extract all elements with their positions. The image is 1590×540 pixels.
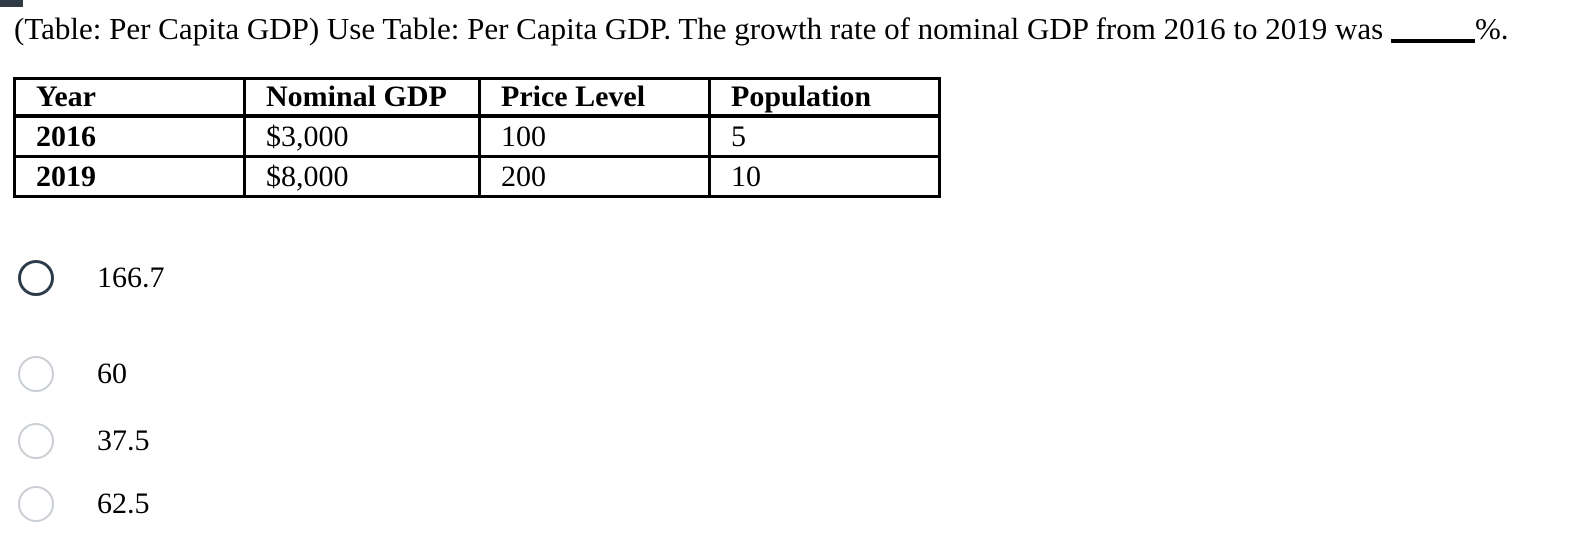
- header-price-level: Price Level: [478, 77, 711, 118]
- radio-button-37.5[interactable]: [18, 423, 54, 459]
- option-label[interactable]: 60: [97, 357, 127, 390]
- corner-artifact: [0, 0, 23, 7]
- header-year: Year: [13, 77, 246, 118]
- option-row-166.7[interactable]: 166.7: [0, 258, 165, 298]
- option-label[interactable]: 62.5: [97, 487, 150, 520]
- option-row-37.5[interactable]: 37.5: [0, 421, 150, 461]
- question-text: (Table: Per Capita GDP) Use Table: Per C…: [14, 5, 1509, 50]
- question-text-after-blank: %.: [1474, 11, 1509, 46]
- table-row: 2019 $8,000 200 10: [13, 155, 941, 198]
- cell-gdp-2019: $8,000: [243, 155, 481, 198]
- option-row-62.5[interactable]: 62.5: [0, 484, 150, 524]
- table-header-row: Year Nominal GDP Price Level Population: [13, 77, 941, 118]
- option-row-60[interactable]: 60: [0, 354, 127, 394]
- cell-price-2019: 200: [478, 155, 711, 198]
- header-population: Population: [708, 77, 941, 118]
- radio-button-60[interactable]: [18, 356, 54, 392]
- cell-year-2019: 2019: [13, 155, 246, 198]
- table-row: 2016 $3,000 100 5: [13, 114, 941, 158]
- option-label[interactable]: 166.7: [97, 261, 165, 294]
- option-label[interactable]: 37.5: [97, 424, 150, 457]
- radio-button-166.7[interactable]: [18, 260, 54, 296]
- per-capita-gdp-table: Year Nominal GDP Price Level Population …: [13, 77, 941, 198]
- cell-price-2016: 100: [478, 114, 711, 158]
- cell-pop-2016: 5: [708, 114, 941, 158]
- header-nominal-gdp: Nominal GDP: [243, 77, 481, 118]
- question-text-before-blank: (Table: Per Capita GDP) Use Table: Per C…: [14, 11, 1384, 46]
- radio-button-62.5[interactable]: [18, 486, 54, 522]
- cell-gdp-2016: $3,000: [243, 114, 481, 158]
- cell-year-2016: 2016: [13, 114, 246, 158]
- cell-pop-2019: 10: [708, 155, 941, 198]
- answer-blank-underline: [1390, 9, 1475, 43]
